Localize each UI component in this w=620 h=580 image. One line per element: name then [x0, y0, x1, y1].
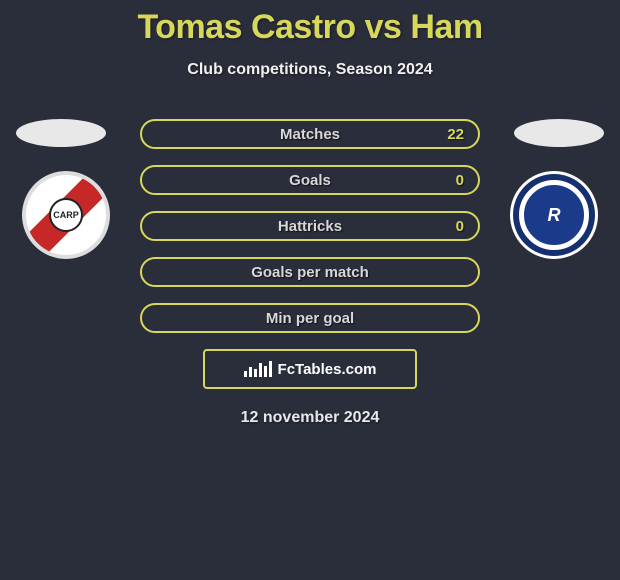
page-title: Tomas Castro vs Ham — [0, 0, 620, 47]
stat-rows: Matches 22 Goals 0 Hattricks 0 Goals per… — [140, 119, 480, 333]
left-crest-text: CARP — [49, 198, 83, 232]
stat-row-min-per-goal: Min per goal — [140, 303, 480, 333]
stat-right-value: 0 — [456, 218, 464, 235]
right-player-oval — [514, 119, 604, 147]
stat-label: Hattricks — [278, 218, 342, 235]
right-crest-ring — [519, 180, 589, 250]
stat-label: Min per goal — [266, 310, 354, 327]
stat-label: Goals — [289, 172, 331, 189]
stat-row-goals: Goals 0 — [140, 165, 480, 195]
stat-label: Matches — [280, 126, 340, 143]
comparison-content: CARP R Matches 22 Goals 0 Hattricks 0 Go… — [0, 119, 620, 427]
stat-label: Goals per match — [251, 264, 369, 281]
stat-row-hattricks: Hattricks 0 — [140, 211, 480, 241]
bar-chart-icon — [244, 361, 272, 377]
page-subtitle: Club competitions, Season 2024 — [0, 61, 620, 79]
stat-row-goals-per-match: Goals per match — [140, 257, 480, 287]
branding-box: FcTables.com — [203, 349, 417, 389]
stat-right-value: 0 — [456, 172, 464, 189]
left-player-oval — [16, 119, 106, 147]
stat-row-matches: Matches 22 — [140, 119, 480, 149]
left-team-crest: CARP — [22, 171, 110, 259]
right-team-crest: R — [510, 171, 598, 259]
date-text: 12 november 2024 — [0, 409, 620, 427]
branding-text: FcTables.com — [278, 361, 377, 378]
stat-right-value: 22 — [447, 126, 464, 143]
